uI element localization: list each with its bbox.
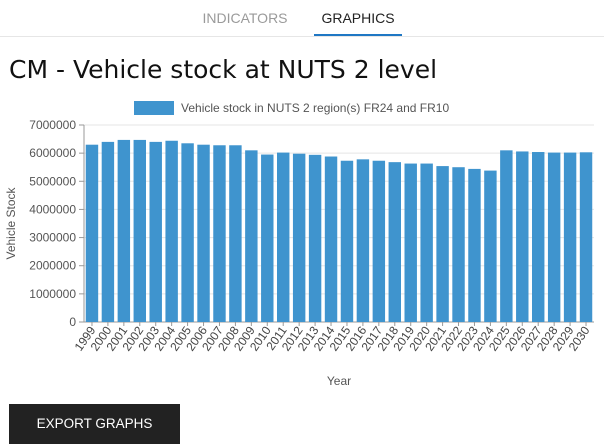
bar-2010 (261, 154, 274, 322)
y-tick-label: 2000000 (29, 259, 76, 273)
bar-2007 (213, 145, 226, 322)
bar-2011 (277, 152, 290, 322)
bar-2023 (468, 168, 481, 322)
bar-2014 (324, 156, 338, 322)
y-tick-label: 6000000 (29, 146, 76, 160)
bar-2027 (532, 152, 545, 322)
bar-chart: 0 1000000 2000000 3000000 4000000 5000000 6000… (4, 101, 594, 388)
bar-2019 (404, 163, 417, 322)
y-axis-title: Vehicle Stock (4, 186, 18, 259)
bar-2026 (516, 151, 529, 322)
page-title: CM - Vehicle stock at NUTS 2 level (9, 55, 438, 84)
bar-2000 (101, 141, 115, 322)
bar-2030 (579, 152, 593, 322)
bar-2001 (117, 139, 131, 322)
bar-2008 (229, 145, 242, 322)
bar-2016 (356, 159, 370, 322)
tab-indicators[interactable]: INDICATORS (202, 10, 288, 26)
bar-2024 (484, 170, 497, 322)
bar-2003 (149, 141, 162, 322)
bar-2028 (547, 152, 561, 322)
bar-2021 (436, 166, 449, 322)
bar-2006 (197, 144, 210, 322)
bar-2005 (181, 143, 194, 322)
bar-2013 (308, 154, 322, 322)
legend-label: Vehicle stock in NUTS 2 region(s) FR24 a… (181, 101, 449, 115)
y-tick-label: 0 (69, 315, 76, 329)
legend-swatch (134, 101, 174, 115)
bar-2025 (500, 150, 513, 322)
bar-2009 (245, 150, 258, 322)
bar-2022 (452, 167, 465, 322)
bar-2012 (292, 153, 306, 322)
y-tick-label: 3000000 (29, 231, 76, 245)
tab-graphics[interactable]: GRAPHICS (314, 0, 402, 36)
y-tick-label: 1000000 (29, 287, 76, 301)
bar-2029 (563, 152, 577, 322)
x-axis-title: Year (327, 374, 351, 388)
bar-2015 (340, 160, 354, 322)
bar-2002 (133, 139, 146, 322)
y-tick-label: 7000000 (29, 118, 76, 132)
export-graphs-button[interactable]: EXPORT GRAPHS (9, 404, 180, 444)
bar-1999 (85, 144, 99, 322)
bar-2017 (372, 160, 386, 322)
bar-2004 (165, 140, 178, 322)
tab-bar: INDICATORS GRAPHICS (0, 0, 604, 37)
y-tick-label: 4000000 (29, 202, 76, 216)
bar-2020 (420, 163, 433, 322)
y-tick-label: 5000000 (29, 174, 76, 188)
bar-2018 (388, 162, 401, 322)
